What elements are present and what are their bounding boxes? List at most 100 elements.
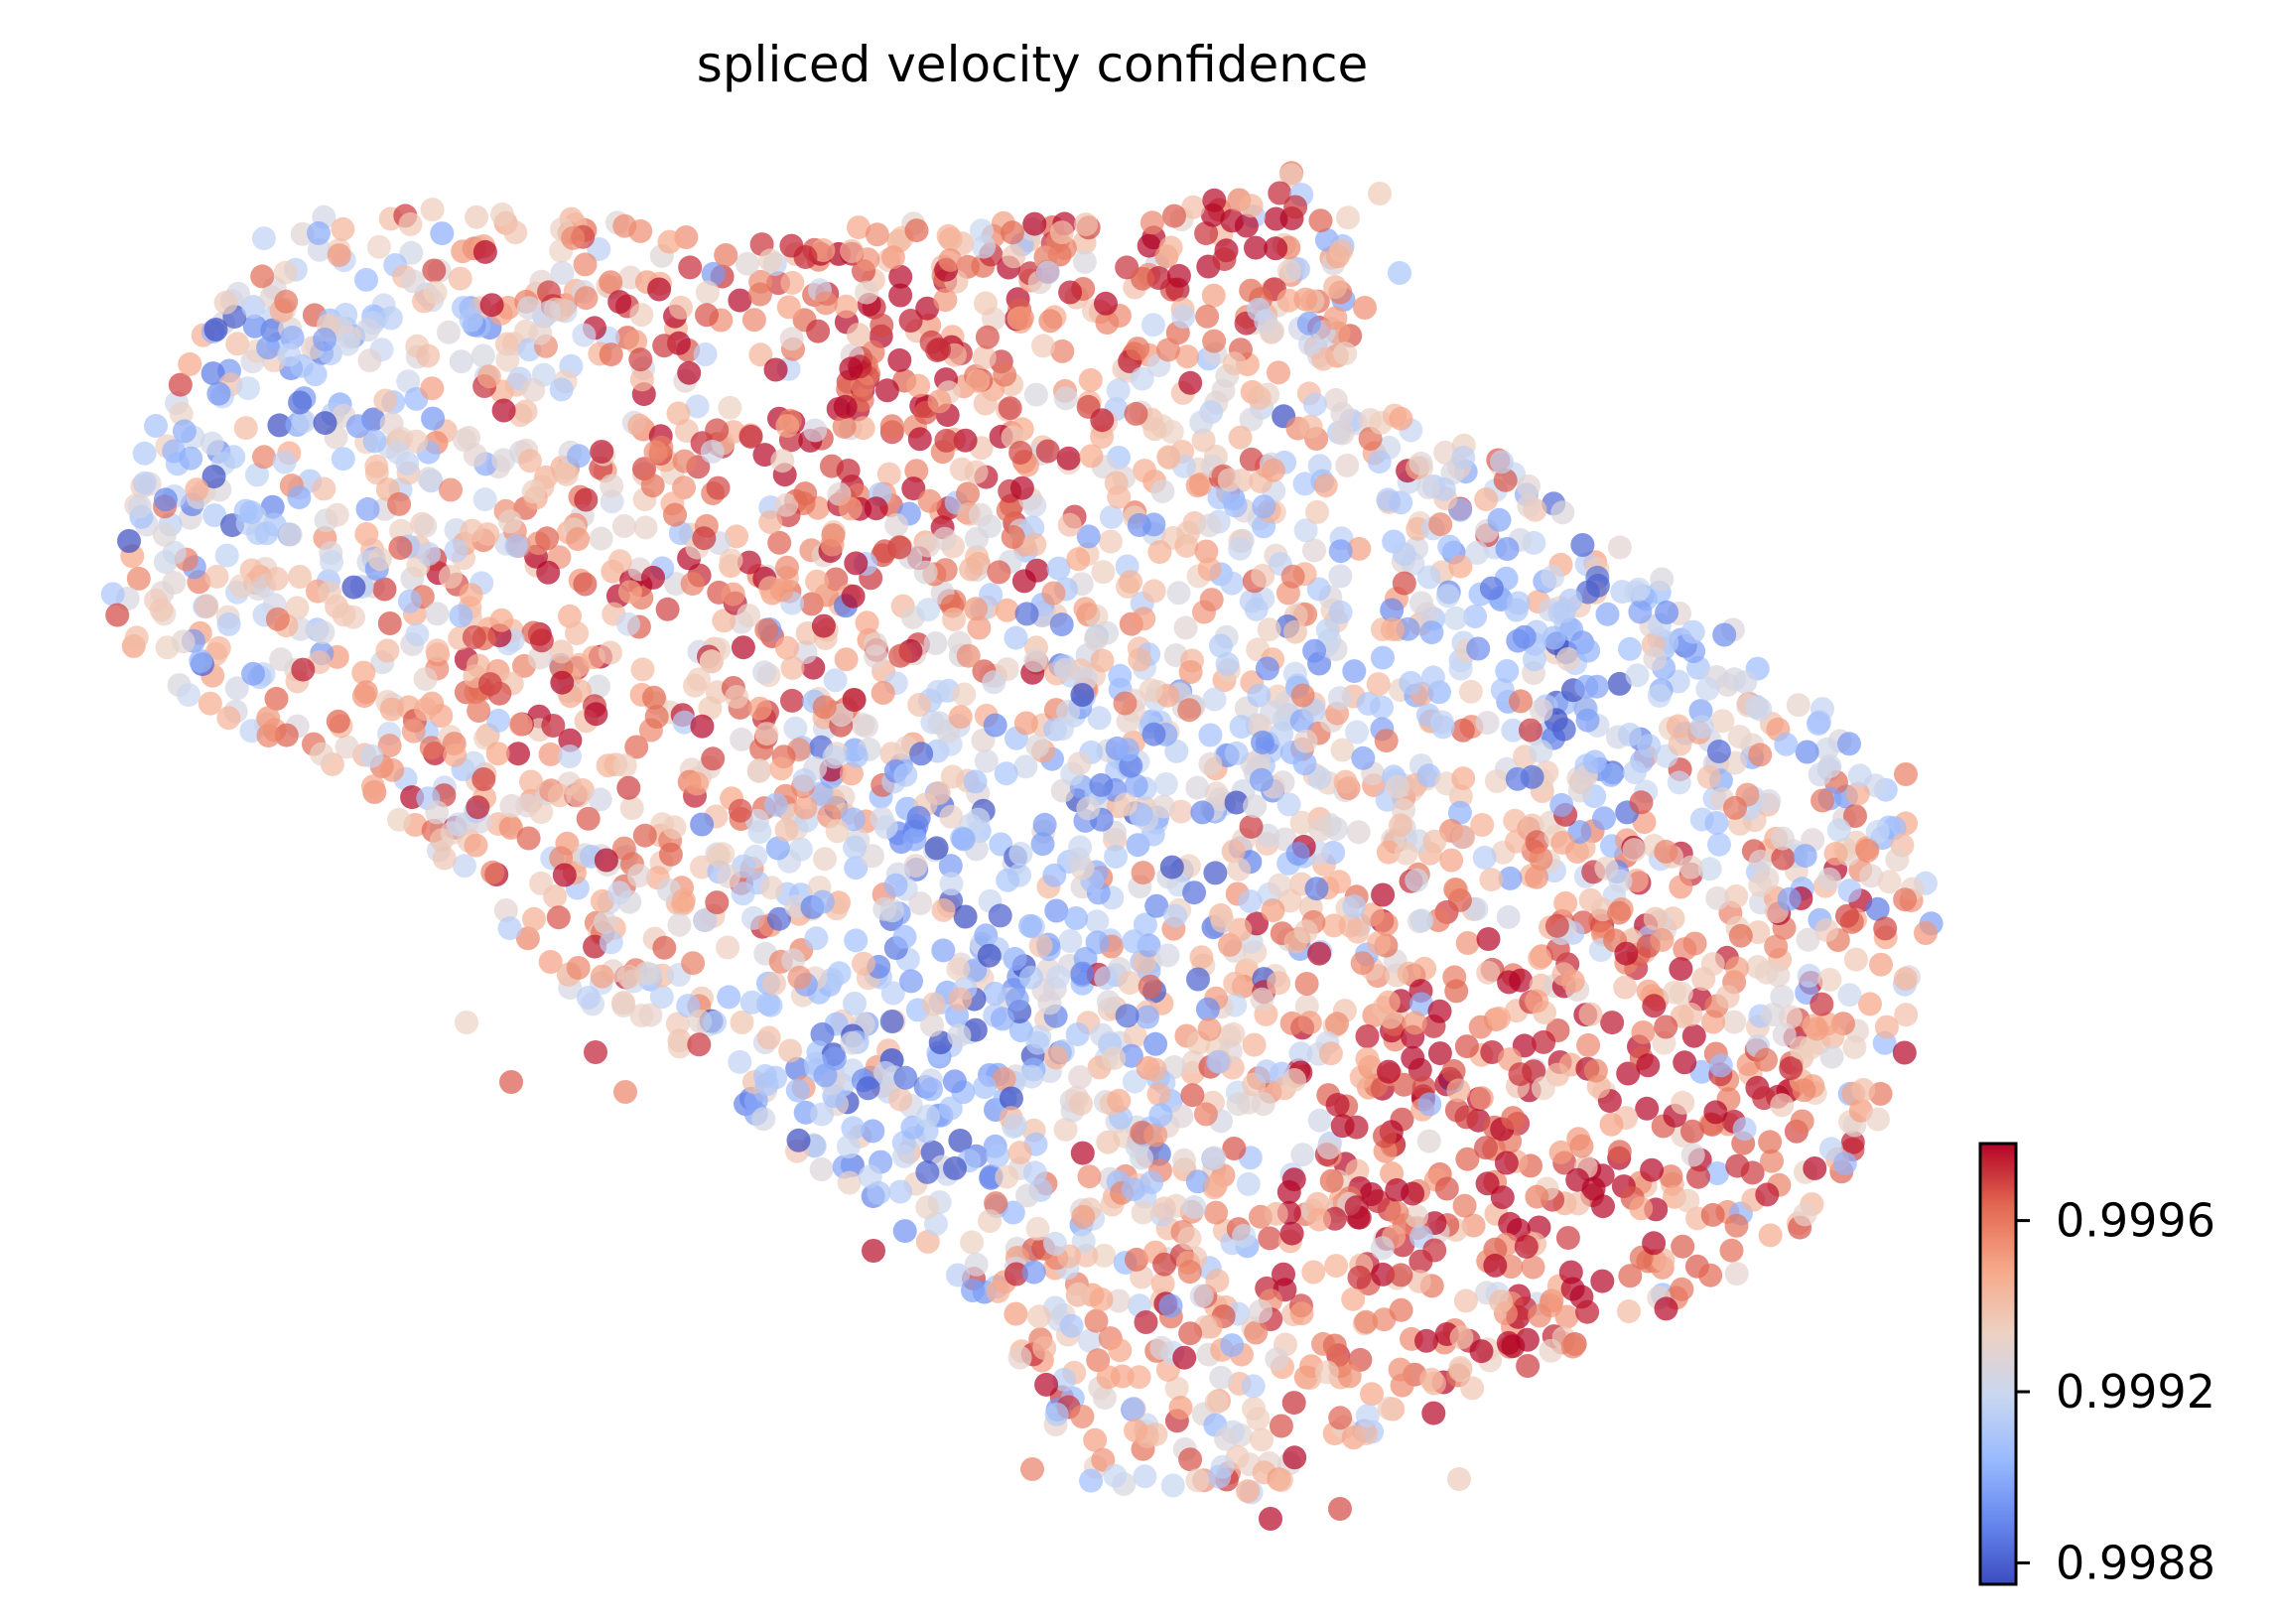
scatter-point [1302, 392, 1327, 417]
scatter-point [1583, 1058, 1608, 1083]
scatter-point [549, 377, 574, 402]
scatter-point [1484, 769, 1509, 793]
scatter-point [1704, 811, 1729, 835]
scatter-point [916, 533, 940, 558]
scatter-point [736, 251, 759, 276]
scatter-point [1308, 817, 1333, 842]
scatter-point [1789, 1035, 1813, 1060]
scatter-point [1654, 1015, 1678, 1039]
scatter-point [1622, 838, 1647, 863]
scatter-point [1640, 1157, 1665, 1182]
scatter-point [1505, 829, 1529, 854]
scatter-point [1122, 929, 1146, 954]
scatter-point [783, 716, 808, 741]
scatter-point [1030, 832, 1055, 857]
scatter-point [1851, 1078, 1876, 1102]
scatter-point [998, 396, 1022, 421]
scatter-point [1259, 1507, 1282, 1531]
scatter-point [566, 956, 591, 980]
scatter-point [1202, 188, 1227, 212]
scatter-point [1155, 943, 1180, 968]
scatter-point [1251, 564, 1275, 588]
scatter-point [267, 413, 292, 438]
scatter-point [467, 699, 491, 723]
scatter-point [1346, 820, 1371, 845]
scatter-point [780, 688, 804, 713]
scatter-point [1451, 446, 1476, 470]
scatter-point [1454, 1105, 1479, 1130]
scatter-point [931, 938, 956, 963]
scatter-point [974, 748, 999, 773]
scatter-point [643, 440, 668, 465]
scatter-point [1434, 1176, 1459, 1201]
scatter-point [1592, 806, 1616, 831]
scatter-point [1760, 1149, 1784, 1173]
scatter-point [1625, 663, 1650, 688]
scatter-point [947, 1023, 972, 1048]
scatter-point [825, 819, 850, 844]
scatter-point [844, 856, 869, 880]
scatter-point [1385, 1200, 1409, 1225]
scatter-point [1493, 468, 1518, 492]
scatter-point [380, 757, 405, 782]
scatter-point [1156, 338, 1180, 362]
scatter-point [1306, 577, 1331, 602]
scatter-point [775, 414, 800, 438]
scatter-point [1107, 1288, 1131, 1313]
scatter-point [973, 391, 998, 416]
scatter-point [195, 594, 219, 618]
scatter-point [1843, 947, 1868, 972]
scatter-point [1195, 304, 1220, 329]
scatter-point [292, 409, 316, 434]
scatter-point [1487, 507, 1512, 532]
scatter-point [1403, 1011, 1427, 1035]
scatter-point [1560, 1334, 1585, 1359]
scatter-point [902, 827, 927, 852]
scatter-point [256, 706, 281, 731]
scatter-point [763, 792, 788, 817]
scatter-point [1865, 819, 1890, 844]
scatter-point [983, 981, 1007, 1006]
scatter-point [576, 806, 601, 831]
scatter-point [1053, 386, 1078, 411]
scatter-point [685, 394, 710, 419]
scatter-point [1204, 1200, 1229, 1225]
scatter-point [1817, 867, 1841, 891]
scatter-point [1323, 275, 1348, 300]
scatter-point [1107, 1088, 1132, 1113]
scatter-point [1203, 1173, 1228, 1198]
scatter-point [489, 608, 514, 632]
scatter-point [214, 543, 239, 568]
scatter-point [1160, 1473, 1185, 1498]
scatter-point [224, 676, 249, 701]
scatter-point [529, 800, 554, 825]
scatter-point [1814, 918, 1839, 943]
scatter-point [479, 293, 504, 318]
scatter-point [1294, 972, 1319, 996]
scatter-point [1525, 989, 1549, 1014]
scatter-point [1068, 1091, 1093, 1116]
scatter-point [1681, 1023, 1706, 1048]
scatter-point [1405, 868, 1429, 892]
scatter-point [550, 260, 575, 285]
scatter-point [1031, 334, 1055, 358]
scatter-point [1281, 1391, 1306, 1416]
scatter-point [1032, 812, 1057, 837]
scatter-point [1292, 472, 1317, 496]
scatter-point [1318, 1041, 1343, 1066]
scatter-point [1351, 745, 1376, 770]
scatter-point [812, 695, 837, 720]
scatter-point [1681, 639, 1706, 664]
scatter-point [996, 498, 1020, 523]
scatter-point [1032, 1336, 1057, 1360]
scatter-point [149, 598, 174, 622]
scatter-point [1133, 1464, 1157, 1489]
scatter-point [888, 283, 913, 308]
scatter-point [1565, 1191, 1590, 1216]
scatter-point [767, 530, 792, 555]
scatter-point [1130, 366, 1154, 391]
scatter-point [1517, 493, 1542, 518]
scatter-point [1197, 1016, 1222, 1041]
scatter-point [718, 395, 742, 420]
